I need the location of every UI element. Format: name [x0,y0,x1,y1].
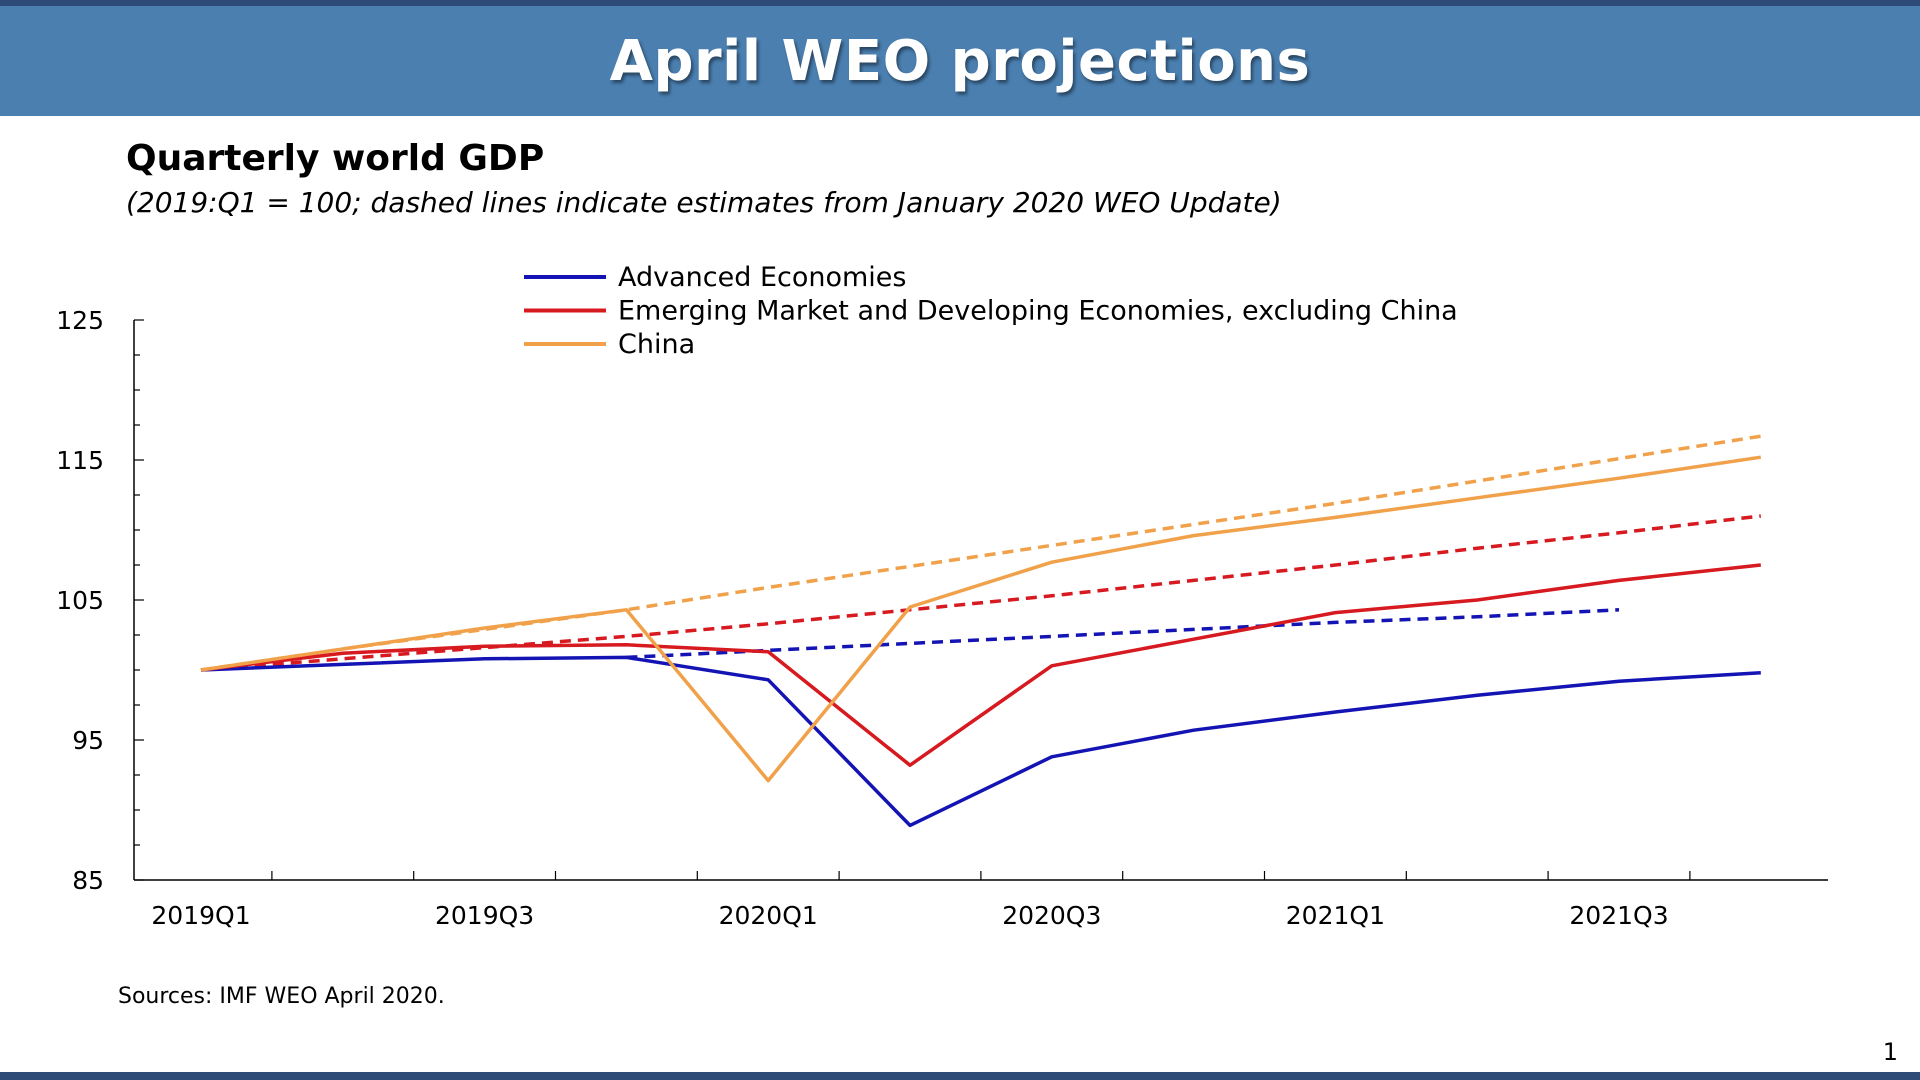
legend-label: Emerging Market and Developing Economies… [618,296,1458,327]
legend-label: Advanced Economies [618,262,906,293]
y-tick-label: 85 [72,866,104,895]
bottom-border [0,1072,1920,1080]
page-number: 1 [1882,1038,1898,1066]
legend-label: China [618,329,695,360]
page-title: April WEO projections [609,28,1311,94]
chart-axes: 85 95 105 115 125 2019Q1 2019Q3 2020Q1 2020Q3 202… [56,306,1828,930]
series-china-line [200,455,1762,783]
series-emerging-market-and-developing-economies-excluding-china-line [200,563,1761,767]
chart-title: Quarterly world GDP [126,138,545,179]
series-advanced-economies-line [200,655,1761,828]
title-banner: April WEO projections [0,6,1920,116]
x-tick-label: 2019Q1 [151,901,250,930]
y-tick-label: 125 [56,306,104,335]
x-tick-label: 2021Q1 [1286,901,1385,930]
y-tick-label: 95 [72,726,104,755]
dashed-estimate-line [626,608,1620,660]
chart-series [200,434,1762,828]
x-tick-label: 2021Q3 [1569,901,1668,930]
dashed-estimate-line [200,514,1762,672]
top-border [0,0,1920,6]
x-tick-label: 2020Q1 [719,901,818,930]
chart-subtitle: (2019:Q1 = 100; dashed lines indicate es… [126,186,1282,219]
x-tick-label: 2019Q3 [435,901,534,930]
source-note: Sources: IMF WEO April 2020. [118,984,445,1009]
y-tick-label: 115 [56,446,104,475]
x-tick-label: 2020Q3 [1002,901,1101,930]
y-tick-label: 105 [56,586,104,615]
